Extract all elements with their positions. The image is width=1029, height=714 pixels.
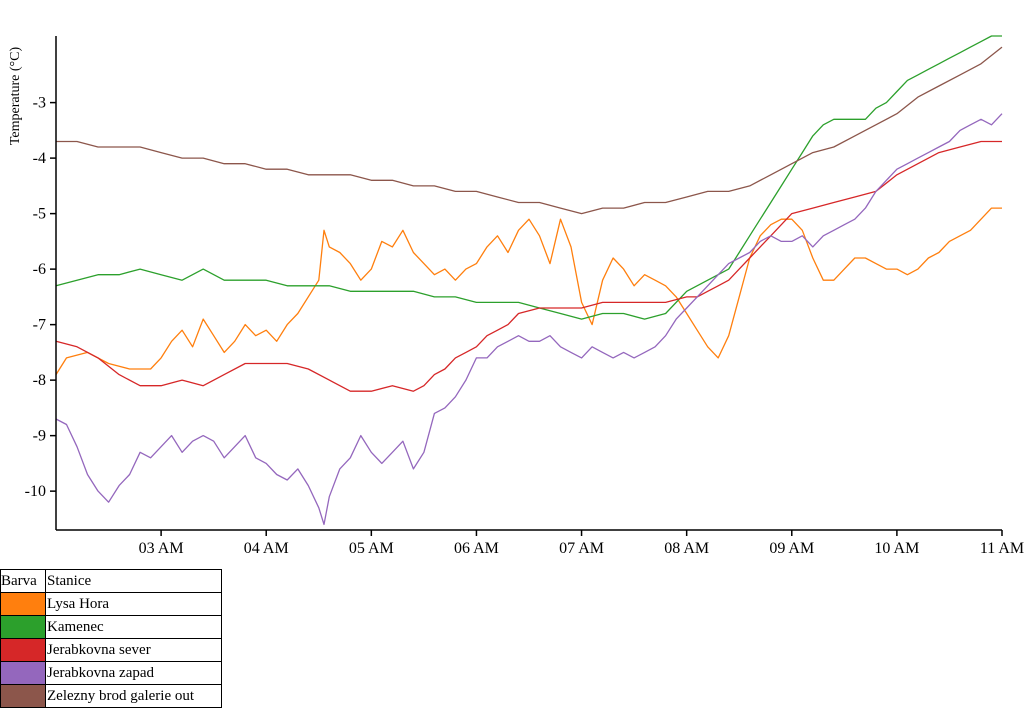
x-tick-label: 06 AM: [454, 540, 499, 557]
y-ticks: -10 -9 -8 -7 -6 -5 -4 -3: [25, 95, 56, 500]
legend-swatch: [0, 661, 46, 685]
y-tick-label: -9: [33, 428, 46, 445]
y-tick-label: -4: [33, 150, 46, 167]
legend-row-zelezny-brod-galerie-out: Zelezny brod galerie out: [0, 684, 222, 708]
series-line-jerabkovna-zapad: [55, 113, 1003, 526]
series-line-lysa-hora: [55, 207, 1002, 375]
y-tick-label: -8: [33, 372, 46, 389]
series-line-zelezny-brod-galerie-out: [56, 46, 1003, 215]
x-tick-label: 03 AM: [139, 540, 184, 557]
y-tick-label: -5: [33, 206, 46, 223]
legend-header-station: Stanice: [45, 569, 222, 593]
legend-header-row: Barva Stanice: [0, 569, 222, 593]
legend-row-jerabkovna-sever: Jerabkovna sever: [0, 638, 222, 662]
legend-body: Lysa Hora Kamenec Jerabkovna sever Jerabkov…: [0, 592, 222, 708]
legend-swatch: [0, 592, 46, 616]
legend-swatch: [0, 684, 46, 708]
y-tick-label: -7: [33, 317, 46, 334]
legend-label: Kamenec: [45, 615, 222, 639]
y-tick-label: -6: [33, 261, 46, 278]
legend-row-lysa-hora: Lysa Hora: [0, 592, 222, 616]
temperature-line-chart: -10 -9 -8 -7 -6 -5 -4 -3 03 AM 04 AM 05 AM 06 AM 07…: [8, 35, 1024, 557]
y-tick-label: -10: [25, 483, 46, 500]
series-line-kamenec: [55, 35, 1002, 320]
legend-swatch: [0, 638, 46, 662]
x-tick-label: 04 AM: [244, 540, 289, 557]
axes-layer: [55, 36, 1002, 531]
x-tick-label: 11 AM: [980, 540, 1024, 557]
legend-label: Lysa Hora: [45, 592, 222, 616]
x-tick-label: 09 AM: [769, 540, 814, 557]
x-tick-label: 05 AM: [349, 540, 394, 557]
x-tick-label: 10 AM: [874, 540, 919, 557]
legend-header-color: Barva: [0, 569, 46, 593]
legend-label: Zelezny brod galerie out: [45, 684, 222, 708]
legend-swatch: [0, 615, 46, 639]
legend-row-kamenec: Kamenec: [0, 615, 222, 639]
legend-label: Jerabkovna sever: [45, 638, 222, 662]
legend-row-jerabkovna-zapad: Jerabkovna zapad: [0, 661, 222, 685]
legend-label: Jerabkovna zapad: [45, 661, 222, 685]
series-layer: [55, 35, 1003, 526]
y-tick-label: -3: [33, 95, 46, 112]
x-tick-label: 07 AM: [559, 540, 604, 557]
legend-table: Barva Stanice Lysa Hora Kamenec Jerabkovna…: [0, 569, 222, 708]
series-line-jerabkovna-sever: [55, 140, 1002, 392]
y-axis-label: Temperature (°C): [8, 47, 23, 146]
x-tick-label: 08 AM: [664, 540, 709, 557]
x-ticks: 03 AM 04 AM 05 AM 06 AM 07 AM 08 AM 09 AM 10 AM…: [139, 530, 1024, 557]
